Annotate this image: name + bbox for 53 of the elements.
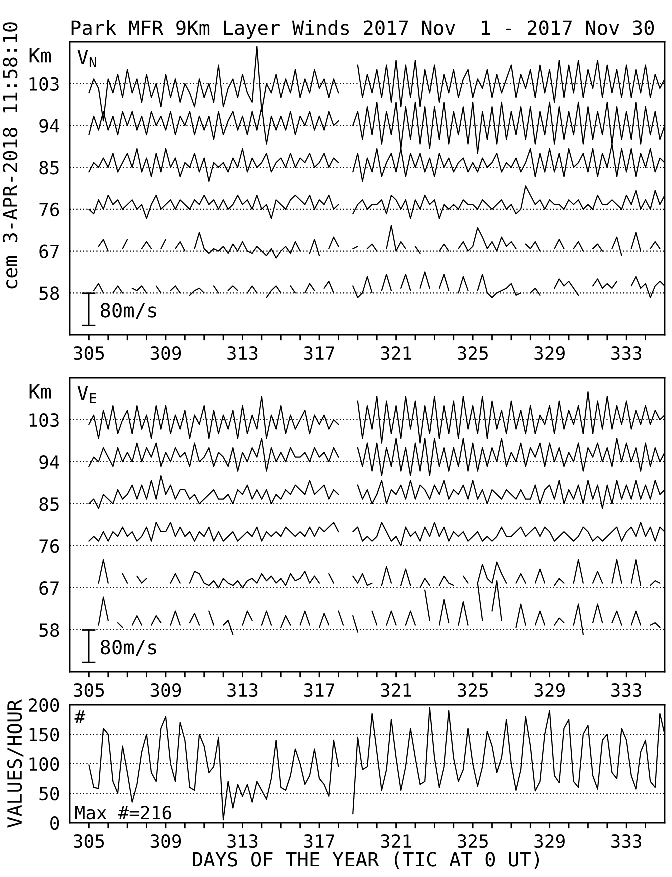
- annotation: V$_{N}$: [78, 50, 96, 68]
- annotation: #: [74, 710, 86, 724]
- y-tick-label: 200: [29, 698, 60, 712]
- x-tick-label: 329: [534, 346, 565, 360]
- x-tick-label: 333: [612, 346, 642, 360]
- x-tick-label: 317: [304, 346, 334, 360]
- x-tick-label: 305: [74, 684, 104, 698]
- x-tick-label: 313: [228, 684, 258, 698]
- y-tick-label: 103: [30, 414, 59, 428]
- y-tick-label: 94: [40, 456, 60, 470]
- text: cem 3-APR-2018 11:58:10: [2, 22, 18, 289]
- y-tick-label: 85: [40, 498, 59, 512]
- x-tick-label: 321: [381, 346, 412, 360]
- y-axis-title: VALUES/HOUR: [7, 700, 24, 828]
- x-tick-label: 325: [458, 346, 488, 360]
- y-axis-title: Km: [30, 48, 52, 63]
- y-tick-label: 150: [30, 728, 60, 742]
- y-tick-label: 0: [50, 816, 60, 830]
- x-tick-label: 313: [228, 834, 258, 848]
- x-tick-label: 329: [534, 684, 565, 698]
- annotation: 80m/s: [100, 640, 156, 656]
- x-tick-label: 309: [150, 346, 182, 360]
- y-tick-label: 67: [40, 582, 59, 596]
- x-tick-label: 333: [612, 834, 642, 848]
- x-tick-label: 317: [304, 834, 334, 848]
- y-tick-label: 58: [40, 624, 60, 638]
- annotation: 80m/s: [100, 303, 156, 320]
- annotation: V$_{E}$: [78, 386, 96, 404]
- x-tick-label: 321: [381, 684, 412, 698]
- y-tick-label: 100: [30, 758, 60, 772]
- y-tick-label: 50: [40, 787, 60, 801]
- y-tick-label: 76: [40, 540, 60, 554]
- x-tick-label: 321: [381, 834, 412, 848]
- annotation: Max #=216: [76, 806, 172, 820]
- y-tick-label: 67: [40, 244, 59, 258]
- chart-title: Park MFR 9Km Layer Winds 2017 Nov 1 - 2017 Nov 30: [72, 20, 654, 40]
- x-tick-label: 309: [150, 834, 182, 848]
- y-tick-label: 76: [40, 202, 60, 217]
- x-tick-label: 329: [534, 834, 565, 848]
- y-axis-title: Km: [30, 384, 52, 399]
- y-tick-label: 58: [40, 286, 60, 300]
- x-tick-label: 325: [458, 834, 488, 848]
- x-tick-label: 325: [458, 684, 488, 698]
- x-tick-label: 305: [74, 834, 104, 848]
- y-tick-label: 103: [30, 77, 59, 92]
- x-tick-label: 309: [150, 684, 182, 698]
- y-tick-label: 94: [40, 119, 60, 133]
- x-tick-label: 305: [74, 346, 104, 360]
- x-tick-label: 317: [304, 684, 334, 698]
- x-axis-title: DAYS OF THE YEAR (TIC AT 0 UT): [193, 852, 540, 870]
- y-tick-label: 85: [40, 161, 59, 175]
- x-tick-label: 313: [228, 346, 258, 360]
- x-tick-label: 333: [612, 684, 642, 698]
